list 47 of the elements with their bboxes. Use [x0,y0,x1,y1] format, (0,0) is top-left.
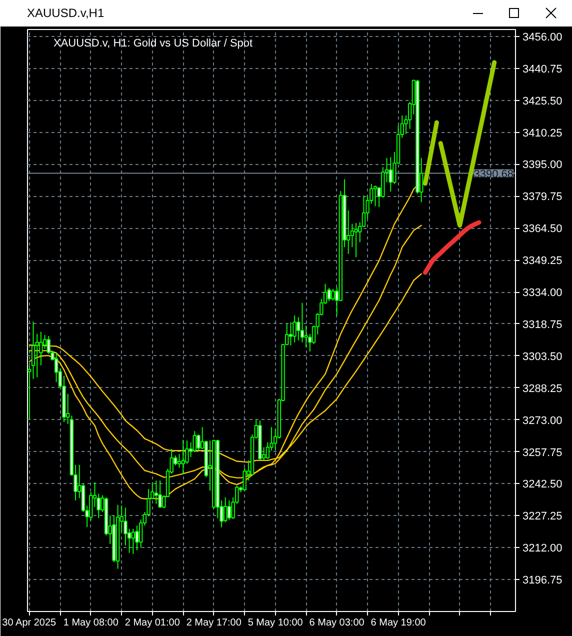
candlestick [304,325,308,348]
y-tick-label: 3196.75 [522,574,562,587]
y-tick-label: 3349.25 [522,255,562,268]
y-tick-label: 3242.50 [522,478,562,491]
x-tick-label: 2 May 17:00 [186,618,242,628]
y-tick-label: 3273.00 [522,414,562,427]
candlestick [154,480,158,504]
candlestick [327,287,331,302]
x-tick-label: 1 May 08:00 [63,618,119,628]
candlestick [224,496,228,523]
y-tick-label: 3212.00 [522,542,562,555]
y-tick-label: 3334.00 [522,287,562,300]
y-tick-label: 3318.75 [522,318,562,331]
candlestick [158,480,162,508]
y-tick-label: 3440.75 [522,63,562,76]
line-series [422,220,482,275]
candlestick [373,185,378,207]
candlestick [131,528,136,554]
candlestick [292,314,296,343]
line-series [422,120,439,186]
candlestick [354,222,358,258]
candlestick [177,453,182,468]
y-tick-label: 3303.50 [522,350,562,363]
candlestick [388,156,392,192]
x-tick-label: 5 May 10:00 [248,618,304,628]
x-tick-label: 6 May 03:00 [309,618,365,628]
y-tick-label: 3227.25 [522,510,562,523]
candlestick [331,288,335,301]
x-tick-label: 2 May 01:00 [124,618,180,628]
y-tick-label: 3288.25 [522,382,562,395]
candlestick [227,500,232,520]
y-tick-label: 3410.25 [522,127,562,140]
y-tick-label: 3364.50 [522,223,562,236]
chart-title: XAUUSD.v,H1 [27,5,104,22]
x-tick-label: 6 May 19:00 [370,618,426,628]
candlestick [135,525,139,551]
y-tick-label: 3257.75 [522,446,562,459]
candlestick [300,302,304,343]
y-tick-label: 3425.50 [522,95,562,108]
y-tick-label: 3379.75 [522,191,562,204]
candlestick [288,322,293,346]
candlestick [181,439,185,474]
y-tick-label: 3395.00 [522,159,562,172]
candlestick [192,430,196,453]
text: XAUUSD.v, H1: Gold vs US Dollar / Spot [54,38,253,50]
x-tick-label: 30 Apr 2025 [2,618,57,628]
y-tick-label: 3456.00 [522,31,562,44]
